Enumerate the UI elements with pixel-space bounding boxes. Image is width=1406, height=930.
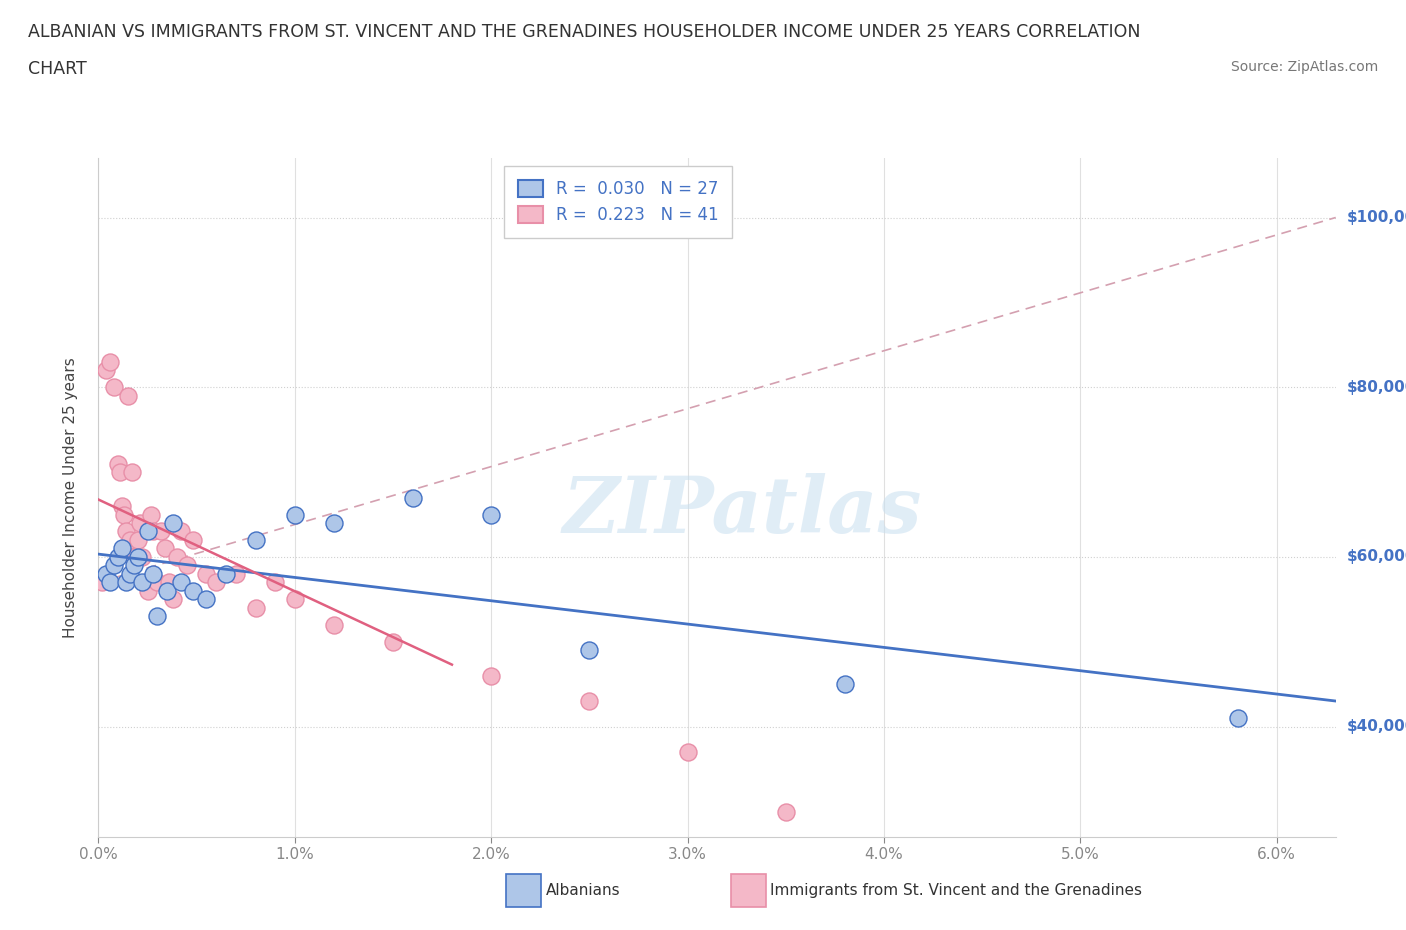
Point bbox=[127, 533, 149, 548]
Point bbox=[112, 507, 135, 522]
Point bbox=[136, 583, 159, 598]
Point bbox=[146, 575, 169, 590]
Point bbox=[142, 566, 165, 581]
Point bbox=[245, 533, 267, 548]
Point bbox=[195, 592, 218, 607]
Point bbox=[162, 592, 184, 607]
Point bbox=[117, 389, 139, 404]
Point bbox=[215, 566, 238, 581]
Text: CHART: CHART bbox=[28, 60, 87, 78]
Point bbox=[98, 354, 121, 369]
Point bbox=[103, 379, 125, 394]
Point bbox=[225, 566, 247, 581]
Point bbox=[146, 609, 169, 624]
Point bbox=[1226, 711, 1249, 725]
Point bbox=[118, 566, 141, 581]
Point bbox=[176, 558, 198, 573]
Point bbox=[157, 575, 180, 590]
Point bbox=[136, 525, 159, 539]
Point bbox=[166, 550, 188, 565]
Point bbox=[150, 525, 173, 539]
Point bbox=[205, 575, 228, 590]
Point bbox=[153, 541, 176, 556]
Point bbox=[323, 515, 346, 530]
Text: Albanians: Albanians bbox=[546, 883, 620, 897]
Point bbox=[775, 804, 797, 819]
Point bbox=[127, 550, 149, 565]
Point bbox=[128, 515, 150, 530]
Point bbox=[91, 575, 114, 590]
Text: $60,000: $60,000 bbox=[1347, 550, 1406, 565]
Point bbox=[122, 550, 145, 565]
Point bbox=[676, 745, 699, 760]
Point bbox=[108, 465, 131, 480]
Point bbox=[323, 618, 346, 632]
Point bbox=[118, 533, 141, 548]
Point bbox=[181, 583, 204, 598]
Point bbox=[142, 525, 165, 539]
Point bbox=[96, 566, 118, 581]
Point bbox=[115, 525, 138, 539]
Text: $40,000: $40,000 bbox=[1347, 719, 1406, 734]
Text: $100,000: $100,000 bbox=[1347, 210, 1406, 225]
Point bbox=[382, 634, 405, 649]
Point bbox=[401, 490, 423, 505]
Point bbox=[107, 457, 129, 472]
Text: ZIPatlas: ZIPatlas bbox=[562, 472, 921, 550]
Text: ALBANIAN VS IMMIGRANTS FROM ST. VINCENT AND THE GRENADINES HOUSEHOLDER INCOME UN: ALBANIAN VS IMMIGRANTS FROM ST. VINCENT … bbox=[28, 23, 1140, 41]
Point bbox=[111, 498, 134, 513]
Point bbox=[479, 507, 502, 522]
Point bbox=[170, 525, 193, 539]
Text: $80,000: $80,000 bbox=[1347, 379, 1406, 394]
Text: Immigrants from St. Vincent and the Grenadines: Immigrants from St. Vincent and the Gren… bbox=[770, 883, 1143, 897]
Point bbox=[245, 601, 267, 616]
Point bbox=[156, 583, 179, 598]
Point bbox=[122, 558, 145, 573]
Point bbox=[578, 694, 600, 709]
Point bbox=[115, 575, 138, 590]
Point bbox=[103, 558, 125, 573]
Point bbox=[96, 363, 118, 378]
Point bbox=[578, 643, 600, 658]
Point bbox=[195, 566, 218, 581]
Point bbox=[107, 550, 129, 565]
Point bbox=[135, 575, 157, 590]
Point bbox=[264, 575, 287, 590]
Point bbox=[170, 575, 193, 590]
Point bbox=[131, 575, 153, 590]
Point bbox=[479, 669, 502, 684]
Point bbox=[181, 533, 204, 548]
Point bbox=[98, 575, 121, 590]
Point bbox=[121, 465, 143, 480]
Point bbox=[111, 541, 134, 556]
Point bbox=[834, 677, 856, 692]
Y-axis label: Householder Income Under 25 years: Householder Income Under 25 years bbox=[63, 357, 77, 638]
Point bbox=[284, 507, 307, 522]
Point bbox=[141, 507, 163, 522]
Point bbox=[162, 515, 184, 530]
Legend: R =  0.030   N = 27, R =  0.223   N = 41: R = 0.030 N = 27, R = 0.223 N = 41 bbox=[505, 166, 733, 238]
Point bbox=[131, 550, 153, 565]
Point bbox=[284, 592, 307, 607]
Text: Source: ZipAtlas.com: Source: ZipAtlas.com bbox=[1230, 60, 1378, 74]
